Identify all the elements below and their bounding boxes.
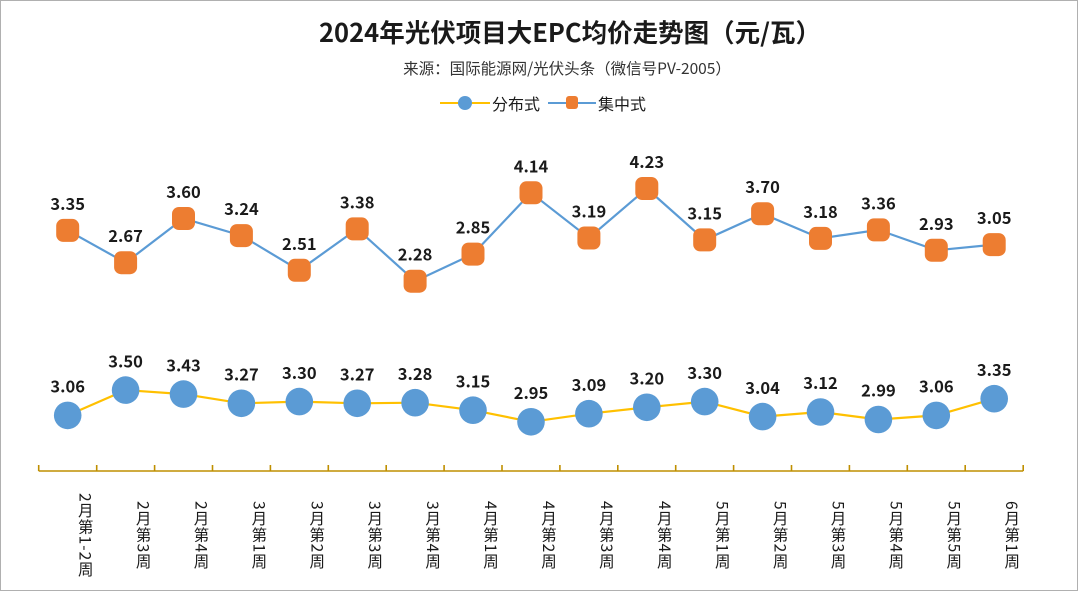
svg-text:3.27: 3.27 <box>340 362 375 386</box>
svg-text:3.24: 3.24 <box>224 196 259 220</box>
svg-text:3.35: 3.35 <box>50 191 85 215</box>
svg-text:3.15: 3.15 <box>456 368 491 392</box>
svg-text:2.51: 2.51 <box>282 231 317 255</box>
svg-text:4.14: 4.14 <box>514 153 549 177</box>
svg-text:3.50: 3.50 <box>108 348 143 372</box>
svg-text:2.93: 2.93 <box>919 211 954 235</box>
svg-text:3.15: 3.15 <box>687 200 722 224</box>
svg-text:3.19: 3.19 <box>572 199 607 223</box>
svg-text:3.20: 3.20 <box>630 366 665 390</box>
svg-text:3.28: 3.28 <box>398 361 433 385</box>
svg-text:3.05: 3.05 <box>977 205 1012 229</box>
svg-text:3.35: 3.35 <box>977 357 1012 381</box>
svg-text:2.95: 2.95 <box>514 380 549 404</box>
svg-text:3.27: 3.27 <box>224 362 259 386</box>
svg-text:3.18: 3.18 <box>803 199 838 223</box>
svg-text:3.04: 3.04 <box>745 375 780 399</box>
svg-text:3.12: 3.12 <box>803 370 838 394</box>
svg-text:3.38: 3.38 <box>340 189 375 213</box>
svg-text:3.06: 3.06 <box>50 374 85 398</box>
svg-text:3.70: 3.70 <box>745 174 780 198</box>
svg-text:2.28: 2.28 <box>398 242 433 266</box>
svg-text:3.09: 3.09 <box>572 372 607 396</box>
svg-text:2.67: 2.67 <box>108 223 143 247</box>
svg-text:3.30: 3.30 <box>687 360 722 384</box>
svg-text:3.30: 3.30 <box>282 360 317 384</box>
svg-text:3.43: 3.43 <box>166 352 201 376</box>
svg-text:2.85: 2.85 <box>456 215 491 239</box>
svg-text:3.06: 3.06 <box>919 374 954 398</box>
svg-text:3.36: 3.36 <box>861 190 896 214</box>
svg-text:4.23: 4.23 <box>630 149 665 173</box>
svg-text:2.99: 2.99 <box>861 378 896 402</box>
svg-text:3.60: 3.60 <box>166 179 201 203</box>
